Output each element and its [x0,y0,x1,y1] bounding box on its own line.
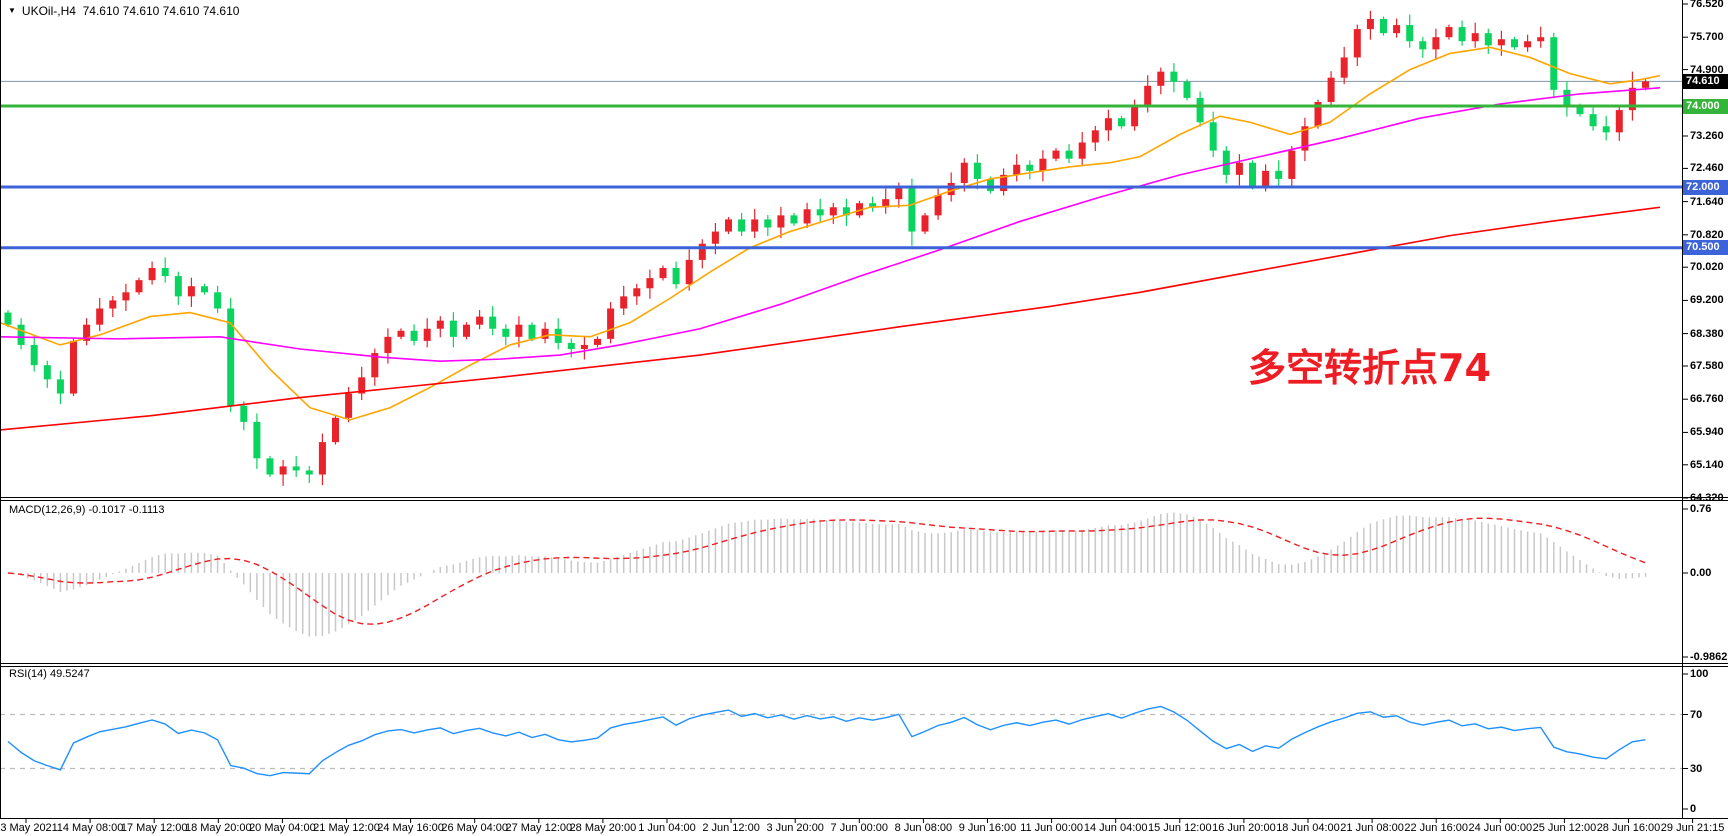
symbol-timeframe-label: UKOil-,H4 [21,4,76,18]
date-label: 9 Jun 16:00 [958,822,1017,834]
date-label: 8 Jun 08:00 [894,822,953,834]
price-tick: 66.760 [1690,393,1724,406]
level-label-70500: 70.500 [1683,240,1728,256]
date-label: 14 Jun 04:00 [1083,822,1148,834]
price-tick: 65.140 [1690,458,1724,471]
date-label: 18 May 20:00 [184,822,252,834]
macd-tick: 0.76 [1690,503,1712,515]
date-label: 24 May 16:00 [377,822,444,834]
rsi-tick: 100 [1690,668,1709,680]
macd-tick: 0.00 [1690,567,1712,579]
price-tick: 70.820 [1690,228,1724,241]
date-label: 21 May 12:00 [313,822,380,834]
date-label: 3 Jun 20:00 [766,822,824,834]
date-label: 16 Jun 20:00 [1212,822,1276,834]
price-tick: 73.260 [1690,130,1724,142]
rsi-tick: 30 [1690,762,1703,775]
date-label: 2 Jun 12:00 [702,822,760,834]
date-label: 17 May 12:00 [120,822,188,834]
price-tick: 68.380 [1690,327,1724,340]
date-label: 15 Jun 12:00 [1147,822,1212,834]
symbol-dropdown-icon[interactable]: ▼ [8,6,16,15]
rsi-tick: 70 [1690,708,1703,721]
price-tick: 74.900 [1690,63,1724,76]
level-label-72000: 72.000 [1683,179,1728,195]
price-tick: 75.700 [1690,31,1724,44]
date-label: 13 May 2021 [0,822,58,834]
date-label: 28 May 20:00 [569,822,637,834]
date-label: 14 May 08:00 [56,822,124,834]
date-label: 24 Jun 00:00 [1468,822,1533,834]
date-label: 26 May 04:00 [441,822,509,834]
date-label: 7 Jun 00:00 [830,822,889,834]
date-label: 11 Jun 00:00 [1020,822,1083,834]
macd-tick: -0.9862 [1690,651,1728,663]
chart-header: ▼ UKOil-,H4 74.610 74.610 74.610 74.610 [8,4,239,18]
annotation-text: 多空转折点74 [1248,346,1491,390]
date-label: 18 Jun 04:00 [1276,822,1340,834]
ohlc-quotes-label: 74.610 74.610 74.610 74.610 [82,4,240,18]
level-label-74000: 74.000 [1683,98,1728,114]
date-label: 29 Jun 21:15 [1660,822,1725,834]
price-tick: 69.200 [1690,294,1724,307]
date-label: 20 May 04:00 [249,822,316,834]
price-tick: 67.580 [1690,359,1724,372]
date-label: 1 Jun 04:00 [638,822,696,834]
price-tick: 71.640 [1690,195,1724,208]
price-tick: 76.520 [1690,0,1724,10]
date-label: 25 Jun 12:00 [1532,822,1597,834]
date-label: 21 Jun 08:00 [1340,822,1404,834]
price-tick: 70.020 [1690,261,1724,274]
rsi-tick: 0 [1690,803,1697,815]
date-label: 27 May 12:00 [505,822,573,834]
price-tick: 72.460 [1690,162,1724,175]
macd-indicator-label: MACD(12,26,9) -0.1017 -0.1113 [9,504,165,516]
price-tick: 65.940 [1690,426,1724,439]
date-label: 28 Jun 16:00 [1596,822,1661,834]
rsi-indicator-label: RSI(14) 49.5247 [9,668,90,680]
current-price-label: 74.610 [1683,73,1728,89]
date-label: 22 Jun 16:00 [1404,822,1468,834]
price-tick: 64.320 [1690,492,1724,504]
